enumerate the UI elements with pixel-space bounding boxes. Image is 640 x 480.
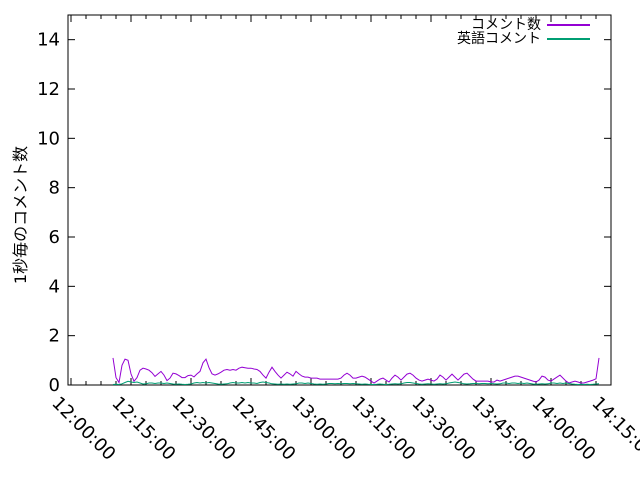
y-tick-label: 12 xyxy=(37,79,60,100)
y-tick-label: 0 xyxy=(49,375,60,396)
y-tick-label: 14 xyxy=(37,30,60,51)
legend-label-comments: コメント数 xyxy=(471,17,541,33)
series-line-1 xyxy=(112,380,600,386)
x-tick-label: 12:45:00 xyxy=(227,393,299,465)
legend-label-english-comments: 英語コメント xyxy=(457,31,541,47)
x-tick-label: 14:00:00 xyxy=(527,393,599,465)
legend-row-english-comments: 英語コメント xyxy=(457,32,590,46)
x-tick-label: 13:45:00 xyxy=(467,393,539,465)
x-tick-label: 12:30:00 xyxy=(167,393,239,465)
series-line-0 xyxy=(112,357,600,384)
legend-row-comments: コメント数 xyxy=(457,18,590,32)
y-tick-label: 10 xyxy=(37,128,60,149)
x-tick-label: 13:00:00 xyxy=(287,393,359,465)
y-tick-label: 2 xyxy=(49,326,60,347)
x-tick-label: 13:30:00 xyxy=(407,393,479,465)
legend: コメント数 英語コメント xyxy=(457,18,590,46)
x-tick-label: 12:15:00 xyxy=(107,393,179,465)
legend-line-sample-english-comments xyxy=(547,38,590,40)
x-tick-label: 12:00:00 xyxy=(47,393,119,465)
y-tick-label: 8 xyxy=(49,178,60,199)
y-tick-label: 6 xyxy=(49,227,60,248)
y-axis-title: 1秒毎のコメント数 xyxy=(11,145,30,285)
y-tick-label: 4 xyxy=(49,276,60,297)
legend-line-sample-comments xyxy=(547,24,590,26)
plot-border xyxy=(67,14,612,386)
x-tick-label: 13:15:00 xyxy=(347,393,419,465)
